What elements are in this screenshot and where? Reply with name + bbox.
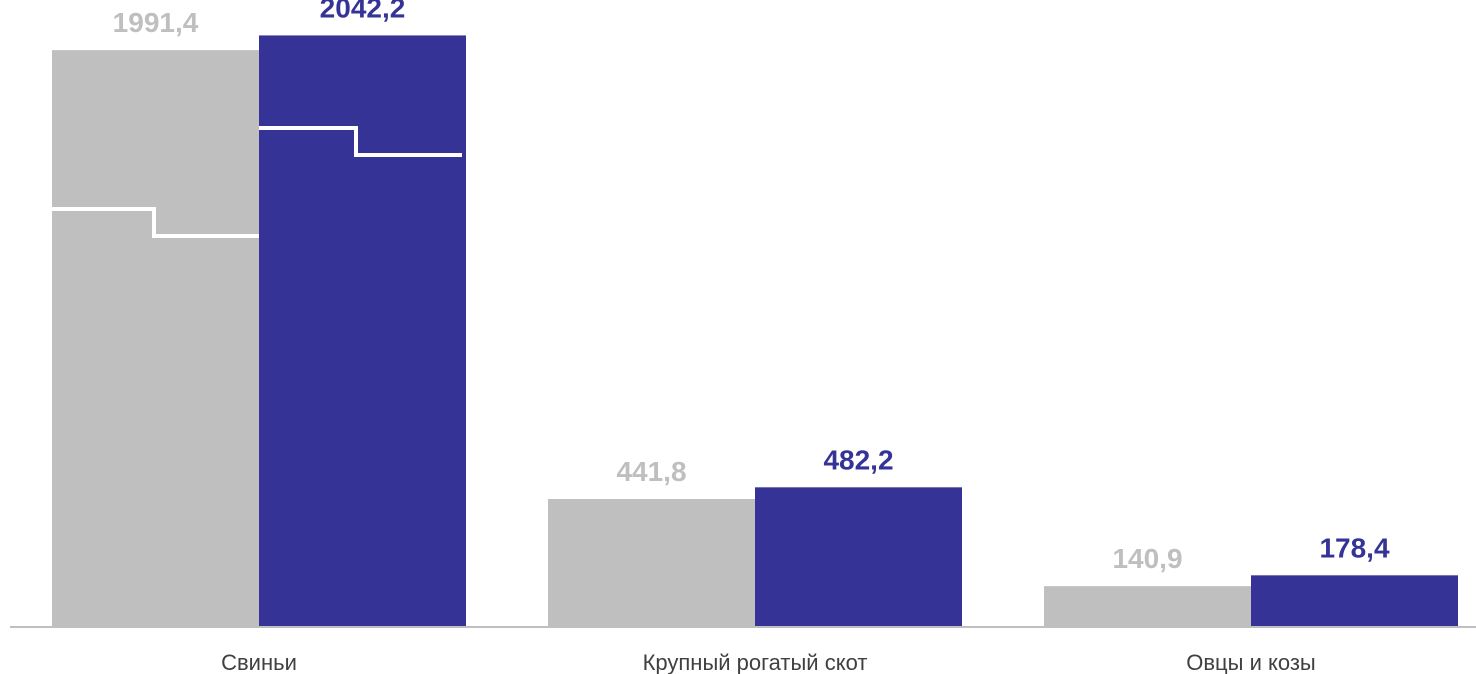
bar-series1-1 [548,499,755,627]
data-label-series1-0: 1991,4 [113,7,199,38]
step-line-1 [259,126,462,157]
data-label-series1-1: 441,8 [616,456,686,487]
category-label-1: Крупный рогатый скот [643,650,868,674]
step-lines-layer [52,126,462,238]
category-label-2: Овцы и козы [1186,650,1316,674]
data-label-series2-2: 178,4 [1319,532,1389,563]
bar-series2-0 [259,35,466,627]
data-label-series2-1: 482,2 [823,444,893,475]
step-line-0 [52,207,259,238]
value-labels-layer: 1991,4 2042,2 441,8 482,2 140,9 178,4 [113,0,1390,574]
category-labels-layer: Свиньи Крупный рогатый скот Овцы и козы [221,650,1316,674]
bar-series1-0 [52,50,259,628]
category-label-0: Свиньи [221,650,297,674]
bar-series2-2 [1251,575,1458,627]
bar-series2-1 [755,487,962,627]
bar-series1-2 [1044,586,1251,627]
data-label-series2-0: 2042,2 [320,0,406,23]
bars-layer [52,35,1458,628]
data-label-series1-2: 140,9 [1112,543,1182,574]
